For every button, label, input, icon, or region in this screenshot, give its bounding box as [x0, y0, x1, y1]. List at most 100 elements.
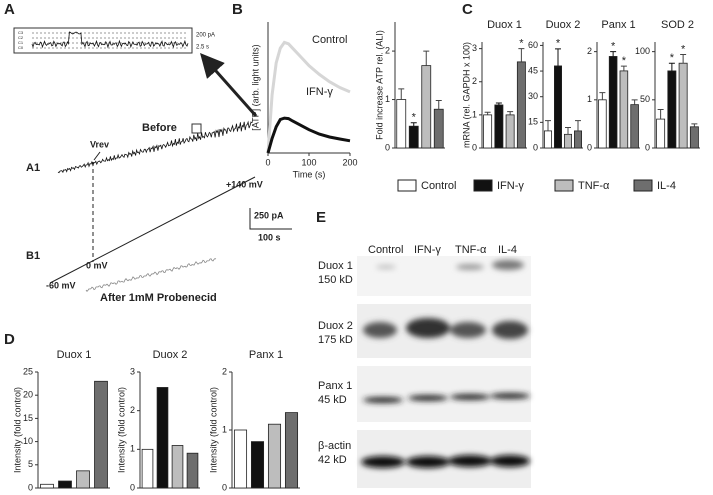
y-axis-label: Intensity (fold control) [208, 387, 218, 473]
size-label: 42 kD [318, 454, 347, 466]
y-tick-label: 45 [528, 65, 538, 75]
bar [516, 61, 526, 149]
error-bar [484, 111, 491, 115]
panel-label: C [462, 1, 473, 18]
zoom-box [191, 123, 202, 134]
trace-label: After 1mM Probenecid [100, 292, 217, 304]
legend-label: IFN-γ [497, 180, 524, 192]
bar [171, 445, 184, 489]
lane-label: Control [368, 244, 403, 256]
error-bar [495, 102, 502, 105]
panel-label: D [4, 331, 15, 348]
y-tick-label: 5 [28, 459, 33, 469]
bar [40, 483, 54, 489]
chart-title: Panx 1 [601, 19, 635, 31]
size-label: 45 kD [318, 394, 347, 406]
error-bar [575, 120, 581, 131]
inset-scale: 2.5 s [196, 45, 209, 51]
x-tick-label: 100 [301, 157, 316, 167]
bar [433, 108, 444, 149]
bar [544, 130, 553, 149]
voltage-label: -60 mV [46, 280, 76, 290]
y-tick-label: 1 [587, 94, 592, 104]
bar [156, 387, 169, 489]
lane-label: IFN-γ [414, 244, 441, 256]
legend-swatch [473, 179, 493, 192]
x-tick-label: 0 [265, 157, 270, 167]
error-bar [518, 48, 525, 62]
error-bar [545, 120, 551, 131]
protein-label: Duox 1 [318, 260, 353, 272]
bar [267, 423, 282, 489]
pointer [93, 151, 101, 161]
chart-title: Panx 1 [249, 349, 283, 361]
y-tick-label: 15 [23, 413, 33, 423]
inset-state: C3 [18, 30, 24, 35]
line [266, 40, 351, 154]
inset-state: C2 [18, 35, 24, 40]
scale-bar [249, 208, 292, 230]
bar [554, 65, 563, 149]
significance: * [412, 112, 417, 124]
error-bar [398, 88, 405, 100]
y-tick-label: 2 [472, 76, 477, 86]
y-tick-label: 25 [23, 366, 33, 376]
bar [494, 104, 504, 149]
voltage-label: 0 mV [86, 260, 108, 270]
bar [608, 56, 618, 149]
inset-state: C1 [18, 40, 24, 45]
line [266, 116, 351, 154]
error-bar [555, 48, 561, 66]
voltage-ramp [49, 176, 256, 284]
voltage-label: +140 mV [226, 179, 263, 189]
trace-label: B1 [26, 250, 40, 262]
y-tick-label: 1 [222, 424, 227, 434]
y-tick-label: 0 [587, 142, 592, 152]
bar [408, 125, 419, 149]
inset-trace [31, 31, 189, 49]
bar [58, 480, 72, 489]
series-label: IFN-γ [306, 86, 333, 98]
y-tick-label: 3 [130, 366, 135, 376]
bar [396, 99, 407, 149]
error-bar [565, 126, 571, 135]
y-axis-label: Intensity (fold control) [12, 387, 22, 473]
panel-label: E [316, 209, 326, 226]
lane-label: TNF-α [455, 244, 487, 256]
y-axis-label: Fold increase ATP rel. (ALI) [374, 30, 384, 140]
bar [76, 470, 90, 489]
lane-label: IL-4 [498, 244, 517, 256]
bar [233, 429, 248, 489]
error-bar [691, 123, 698, 127]
y-tick-label: 2 [130, 405, 135, 415]
bar [284, 412, 299, 489]
bar [678, 62, 688, 149]
vrev-label: Vrev [90, 139, 109, 149]
y-tick-label: 1 [472, 109, 477, 119]
error-bar [657, 108, 664, 120]
protein-label: Duox 2 [318, 320, 353, 332]
y-tick-label: 0 [222, 482, 227, 492]
trace-label: A1 [26, 162, 40, 174]
scale-label: 100 s [258, 232, 281, 242]
chart-title: Duox 1 [487, 19, 522, 31]
bar [656, 118, 666, 149]
y-tick-label: 0 [28, 482, 33, 492]
significance: * [681, 43, 686, 55]
error-bar [435, 100, 442, 110]
y-tick-label: 0 [533, 142, 538, 152]
y-tick-label: 0 [130, 482, 135, 492]
legend-swatch [554, 179, 574, 192]
y-tick-label: 60 [528, 40, 538, 50]
bar [689, 126, 699, 149]
chart-title: Duox 1 [57, 349, 92, 361]
y-tick-label: 20 [23, 390, 33, 400]
y-tick-label: 3 [472, 43, 477, 53]
panel-label: A [4, 1, 15, 18]
chart-title: SOD 2 [661, 19, 694, 31]
y-tick-label: 1 [130, 444, 135, 454]
y-tick-label: 10 [23, 436, 33, 446]
x-axis-label: Time (s) [293, 169, 326, 179]
inset-state: C0 [18, 45, 24, 50]
x-tick-label: 200 [342, 157, 357, 167]
